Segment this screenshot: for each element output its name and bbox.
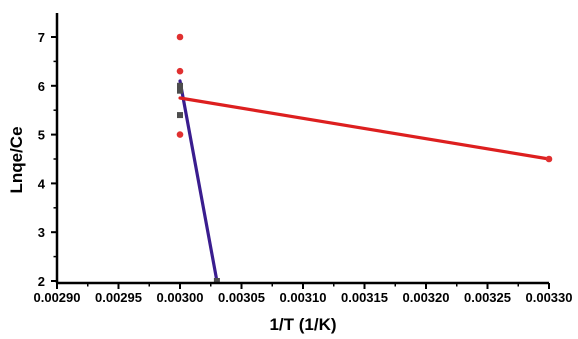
y-tick-label: 4 bbox=[38, 176, 46, 191]
x-tick-label: 0.00300 bbox=[157, 290, 204, 305]
y-tick-label: 3 bbox=[38, 225, 45, 240]
fit-line-1 bbox=[178, 96, 551, 161]
series-0-point bbox=[213, 278, 220, 284]
x-ticks: 0.00290 0.00295 0.00300 0.00305 0.00310 0.003… bbox=[34, 283, 573, 305]
y-tick-label: 2 bbox=[38, 274, 45, 289]
x-axis-title: 1/T (1/K) bbox=[269, 315, 336, 334]
y-axis-title: Lnqe/Ce bbox=[7, 126, 26, 193]
x-tick-label: 0.00320 bbox=[403, 290, 450, 305]
x-tick-label: 0.00305 bbox=[218, 290, 265, 305]
series-1-point bbox=[176, 33, 184, 41]
x-tick-label: 0.00310 bbox=[280, 290, 327, 305]
x-tick-label: 0.00330 bbox=[526, 290, 573, 305]
series-0-point bbox=[177, 82, 183, 89]
series-0-point bbox=[177, 87, 183, 94]
y-tick-label: 7 bbox=[38, 30, 45, 45]
y-tick-label: 6 bbox=[38, 79, 45, 94]
fit-line-0 bbox=[178, 79, 219, 283]
x-tick-label: 0.00315 bbox=[341, 290, 388, 305]
series-1-point bbox=[176, 131, 184, 138]
y-ticks: 2 3 4 5 6 7 bbox=[38, 30, 57, 289]
fit-lines bbox=[178, 79, 551, 283]
x-tick-label: 0.00325 bbox=[464, 290, 511, 305]
x-tick-label: 0.00295 bbox=[95, 290, 142, 305]
series-0-point bbox=[177, 112, 183, 119]
y-tick-label: 5 bbox=[38, 128, 45, 143]
data-points bbox=[176, 33, 553, 284]
series-1-point bbox=[176, 67, 184, 75]
series-1-point bbox=[545, 155, 553, 163]
x-tick-label: 0.00290 bbox=[34, 290, 81, 305]
